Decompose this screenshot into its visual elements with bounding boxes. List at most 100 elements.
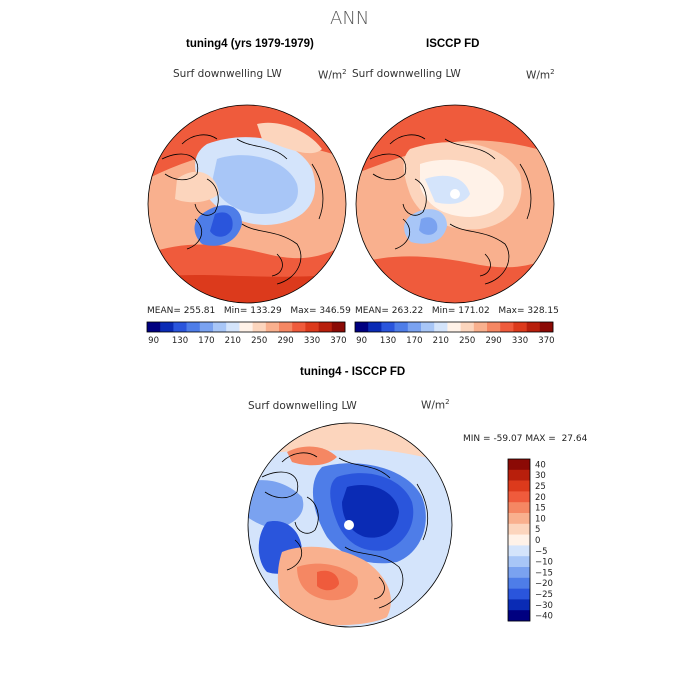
- panel-3-colorbar-swatch: [508, 567, 530, 579]
- panel-1-title: tuning4 (yrs 1979-1979): [186, 38, 314, 50]
- panel-2-colorbar-swatch: [421, 322, 435, 332]
- panel-2-max: 328.15: [527, 306, 559, 316]
- panel-3-colorbar-swatch: [508, 513, 530, 525]
- panel-3-stats: MIN = -59.07 MAX = 27.64: [463, 434, 588, 444]
- panel-3-colorbar-tick-label: −5: [535, 547, 548, 557]
- panel-3-coastlines: [261, 452, 429, 609]
- panel-1-colorbar-swatch: [279, 322, 293, 332]
- panel-2-units: W/m2: [526, 68, 555, 82]
- panel-3-min: -59.07: [493, 434, 523, 444]
- panel-3-colorbar-tick-label: 20: [535, 493, 546, 503]
- panel-2-colorbar-tick-label: 130: [380, 336, 396, 346]
- panel-2-field-greenland-core: [419, 217, 438, 235]
- panel-3-map-border: [247, 422, 453, 628]
- panel-2-colorbar-swatch: [381, 322, 395, 332]
- panel-3-colorbar-swatch: [508, 502, 530, 514]
- panel-1-units: W/m2: [318, 68, 347, 82]
- panel-2-colorbar-swatch: [539, 322, 554, 332]
- panel-2-colorbar-border: [354, 321, 554, 333]
- panel-2-title: ISCCP FD: [426, 38, 480, 50]
- panel-2-colorbar-swatch: [487, 322, 501, 332]
- panel-3-colorbar-swatch: [508, 469, 530, 481]
- panel-1-colorbar-tick-label: 210: [225, 336, 241, 346]
- panel-1-colorbar-swatch: [265, 322, 280, 332]
- panel-3-field-canada: [248, 480, 304, 528]
- panel-3-map: [247, 422, 453, 628]
- panel-2-colorbar-swatch: [526, 322, 541, 332]
- panel-3-colorbar-swatch: [508, 599, 530, 611]
- panel-1-colorbar-swatch: [239, 322, 253, 332]
- panel-2-colorbar-swatch: [473, 322, 488, 332]
- panel-1-colorbar-tick-label: 90: [148, 336, 159, 346]
- panel-2-colorbar-swatch: [513, 322, 527, 332]
- panel-1-colorbar-tick-label: 130: [172, 336, 188, 346]
- panel-3-colorbar-tick-label: 15: [535, 504, 546, 514]
- panel-2-colorbar-tick-label: 290: [485, 336, 501, 346]
- panel-1-colorbar-tick-label: 250: [251, 336, 267, 346]
- panel-3-colorbar-swatch: [508, 556, 530, 568]
- panel-3-colorbar-tick-label: 40: [535, 460, 546, 470]
- panel-2-colorbar-swatch: [355, 322, 369, 332]
- panel-3-field-atlantic-core: [317, 570, 339, 591]
- panel-1-colorbar-swatch: [199, 322, 214, 332]
- panel-3-colorbar-swatch: [508, 610, 530, 622]
- panel-3-colorbar-swatch: [508, 577, 530, 589]
- panel-2-map-border: [355, 104, 555, 304]
- panel-1-colorbar-swatch: [318, 322, 333, 332]
- panel-1-colorbar-tick-label: 370: [330, 336, 346, 346]
- panel-1-field-tropics: [148, 274, 346, 303]
- panel-1-stats: MEAN= 255.81 Min= 133.29 Max= 346.59: [147, 306, 351, 316]
- panel-3-variable: Surf downwelling LW: [248, 400, 357, 412]
- panel-2-min: 171.02: [458, 306, 490, 316]
- panel-2-colorbar-tick-label: 90: [356, 336, 367, 346]
- panel-3-colorbar-tick-label: −25: [535, 590, 553, 600]
- panel-1-min: 133.29: [250, 306, 282, 316]
- panel-1-map-border: [147, 104, 347, 304]
- panel-1-variable: Surf downwelling LW: [173, 68, 282, 80]
- panel-3-colorbar-swatch: [508, 459, 530, 471]
- panel-3-colorbar-tick-label: 5: [535, 525, 540, 535]
- panel-2-colorbar-tick-label: 170: [406, 336, 422, 346]
- panel-2-map: [355, 104, 555, 304]
- panel-3-colorbar-tick-label: −15: [535, 568, 553, 578]
- panel-3-units: W/m2: [421, 398, 450, 412]
- panel-3-field-arctic-deep: [342, 484, 399, 538]
- panel-1-colorbar-tick-label: 290: [277, 336, 293, 346]
- panel-2-colorbar-tick-label: 370: [538, 336, 554, 346]
- panel-3-colorbar-tick-label: 10: [535, 514, 546, 524]
- panel-1-colorbar-swatch: [305, 322, 319, 332]
- panel-2-colorbar-swatch: [447, 322, 461, 332]
- panel-1-colorbar-swatch: [160, 322, 174, 332]
- panel-3-colorbar-tick-label: 0: [535, 536, 540, 546]
- panel-1-map: [147, 104, 347, 304]
- panel-2-colorbar-swatch: [434, 322, 448, 332]
- panel-2-colorbar-tick-label: 330: [512, 336, 528, 346]
- panel-3-title: tuning4 - ISCCP FD: [300, 366, 406, 378]
- panel-3-pole-mask: [344, 520, 354, 530]
- panel-2-colorbar-swatch: [500, 322, 514, 332]
- panel-1-mean: 255.81: [183, 306, 216, 316]
- panel-2-colorbar: 90 130 170 210 250 290 330 370: [354, 321, 555, 346]
- panel-2-pole-mask: [450, 189, 460, 199]
- panel-3-colorbar-swatch: [508, 534, 530, 546]
- panel-1-colorbar-tick-label: 330: [304, 336, 320, 346]
- panel-1-coastlines: [161, 134, 324, 285]
- panel-2-colorbar-tick-label: 250: [459, 336, 475, 346]
- panel-1-colorbar-swatch: [213, 322, 227, 332]
- panel-3-colorbar-swatch: [508, 480, 530, 492]
- panel-1-field-siberia: [257, 122, 322, 154]
- panel-1-colorbar-swatch: [331, 322, 346, 332]
- panel-2-coastlines: [369, 134, 532, 285]
- panel-2-colorbar-tick-label: 210: [433, 336, 449, 346]
- panel-1-colorbar-border: [146, 321, 346, 333]
- panel-2-colorbar-swatch: [407, 322, 422, 332]
- panel-1-colorbar-tick-label: 170: [198, 336, 214, 346]
- panel-3-colorbar-swatch: [508, 588, 530, 600]
- panel-2-stats: MEAN= 263.22 Min= 171.02 Max= 328.15: [355, 306, 559, 316]
- panel-2-colorbar-swatch: [368, 322, 382, 332]
- panel-1-max: 346.59: [319, 306, 351, 316]
- panel-1-colorbar-swatch: [147, 322, 161, 332]
- panel-1-field-greenland-core: [210, 212, 233, 237]
- panel-3-max: 27.64: [561, 434, 588, 444]
